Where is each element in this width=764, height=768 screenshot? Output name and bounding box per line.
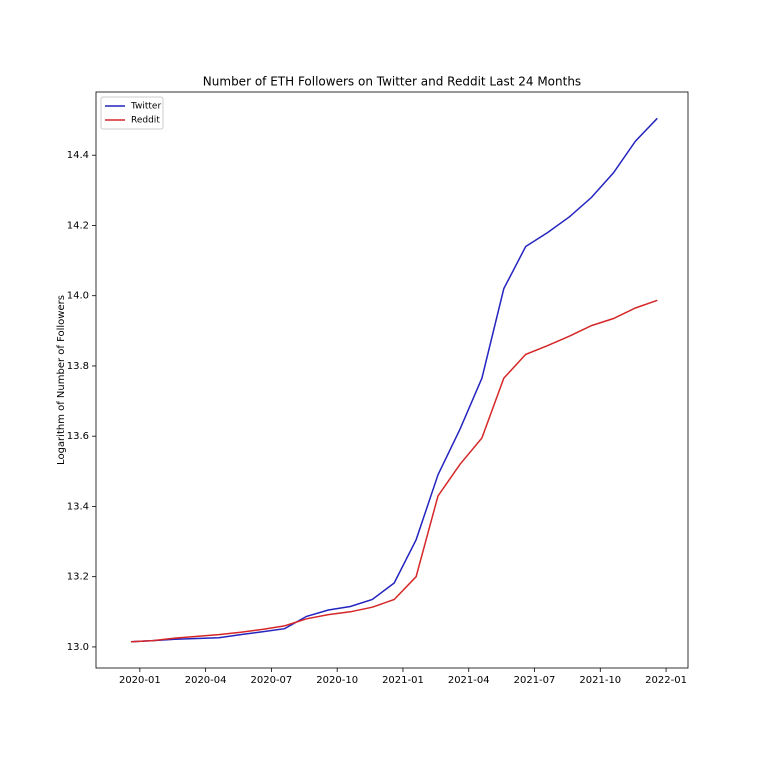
x-tick-label: 2020-01: [119, 675, 161, 686]
x-tick-label: 2020-07: [251, 675, 293, 686]
plot-frame: [95, 91, 689, 669]
legend-label: Twitter: [130, 102, 161, 112]
y-tick-label: 14.4: [67, 150, 89, 161]
series-line: [131, 117, 658, 643]
y-tick-label: 13.4: [67, 501, 89, 512]
y-tick-label: 14.2: [67, 220, 89, 231]
y-tick-label: 13.0: [67, 642, 89, 653]
chart-title: Number of ETH Followers on Twitter and R…: [203, 75, 581, 89]
x-tick-label: 2021-04: [448, 675, 490, 686]
y-axis-label: Logarithm of Number of Followers: [56, 295, 67, 465]
y-tick-label: 14.0: [67, 291, 89, 302]
x-tick-label: 2020-10: [316, 675, 358, 686]
y-tick-label: 13.2: [67, 572, 89, 583]
x-tick-label: 2021-07: [514, 675, 556, 686]
y-tick-label: 13.8: [67, 361, 89, 372]
x-tick-label: 2021-01: [382, 675, 424, 686]
x-tick-label: 2022-01: [645, 675, 687, 686]
series-line: [131, 299, 658, 643]
legend-box: [100, 96, 164, 130]
x-tick-label: 2021-10: [579, 675, 621, 686]
legend-label: Reddit: [131, 116, 160, 126]
x-tick-label: 2020-04: [185, 675, 227, 686]
y-tick-label: 13.6: [67, 431, 89, 442]
